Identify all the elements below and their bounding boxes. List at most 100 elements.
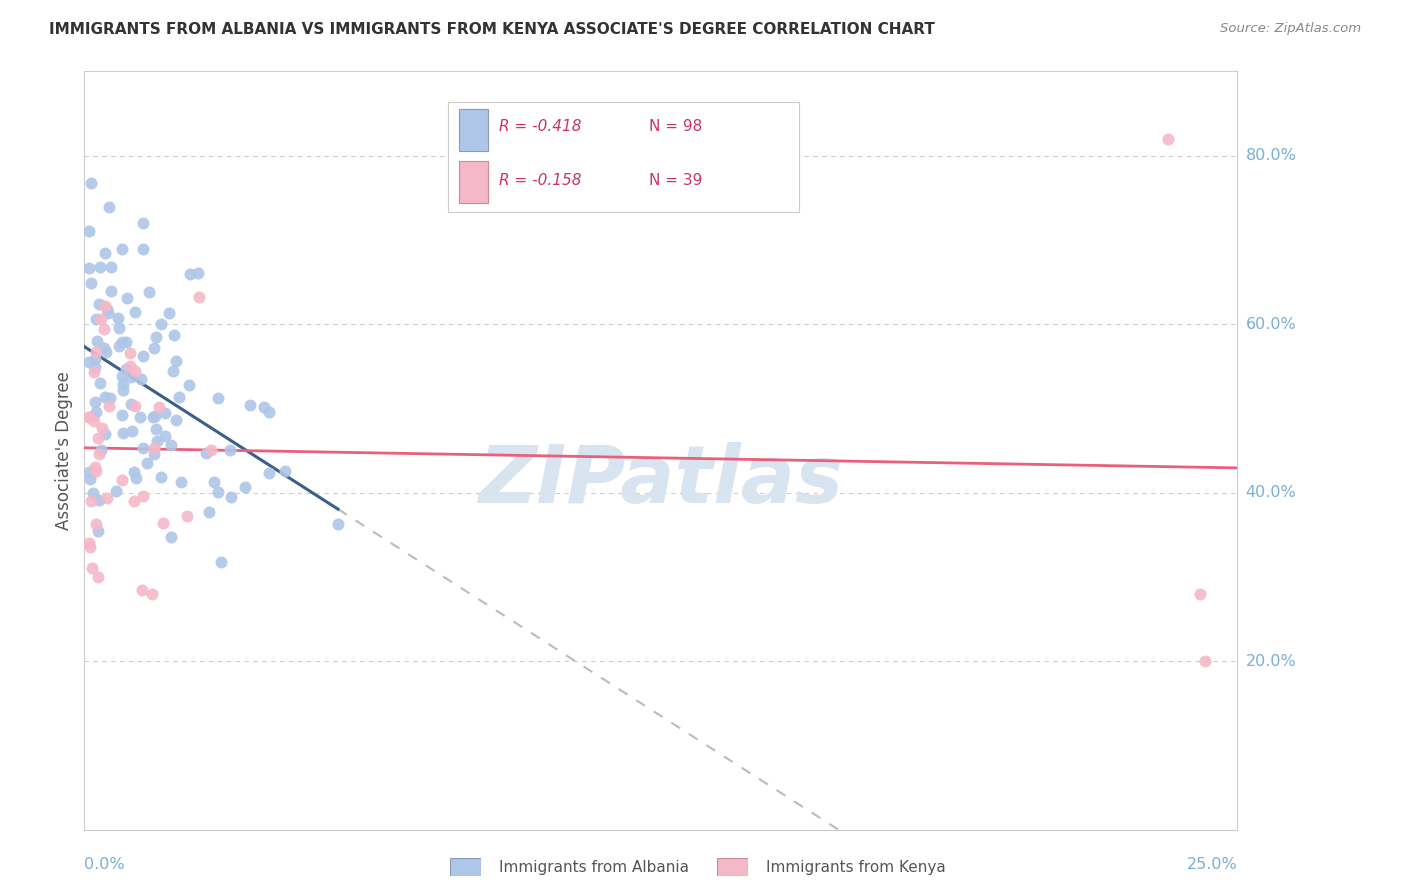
Point — [107, 311, 129, 326]
Point — [77, 465, 100, 479]
Text: 80.0%: 80.0% — [1246, 148, 1296, 163]
Point — [83, 365, 105, 379]
Point — [79, 176, 101, 190]
Point — [135, 456, 157, 470]
Point — [138, 285, 160, 299]
Point — [194, 445, 217, 459]
Point — [86, 517, 108, 532]
Point — [131, 441, 153, 455]
Point — [87, 492, 110, 507]
Point — [111, 335, 134, 350]
Point — [145, 422, 167, 436]
Text: N = 39: N = 39 — [650, 173, 703, 188]
Point — [77, 409, 100, 424]
Point — [124, 305, 146, 319]
Point — [170, 475, 193, 489]
Text: R = -0.418: R = -0.418 — [499, 120, 582, 135]
Point — [83, 459, 105, 474]
Point — [94, 246, 117, 260]
Point — [97, 200, 120, 214]
Point — [132, 243, 155, 257]
Point — [93, 322, 115, 336]
Point — [143, 441, 166, 455]
Point — [94, 299, 117, 313]
Point — [114, 335, 136, 350]
Point — [162, 327, 184, 342]
Point — [132, 216, 155, 230]
Point — [115, 291, 138, 305]
Point — [79, 540, 101, 554]
Point — [141, 587, 163, 601]
Point — [90, 421, 112, 435]
Point — [188, 290, 211, 304]
Point — [77, 355, 100, 369]
Point — [179, 267, 201, 281]
Point — [100, 260, 122, 275]
Point — [165, 353, 187, 368]
Point — [120, 397, 142, 411]
Point — [112, 426, 135, 441]
Point — [1189, 587, 1212, 601]
Point — [122, 494, 145, 508]
Text: ZIPatlas: ZIPatlas — [478, 442, 844, 520]
FancyBboxPatch shape — [460, 161, 488, 202]
Point — [207, 391, 229, 405]
Point — [83, 351, 105, 366]
Point — [87, 447, 110, 461]
Point — [142, 409, 165, 424]
Text: Source: ZipAtlas.com: Source: ZipAtlas.com — [1220, 22, 1361, 36]
Point — [87, 431, 110, 445]
Point — [118, 346, 141, 360]
Text: N = 98: N = 98 — [650, 120, 703, 135]
Point — [177, 378, 200, 392]
Point — [239, 398, 262, 412]
Point — [87, 296, 110, 310]
Point — [219, 442, 242, 457]
Point — [84, 405, 107, 419]
Point — [198, 505, 221, 519]
Point — [200, 442, 222, 457]
FancyBboxPatch shape — [447, 102, 799, 211]
Point — [90, 311, 112, 326]
Point — [233, 480, 256, 494]
Point — [110, 242, 132, 256]
Point — [253, 400, 276, 414]
Point — [84, 311, 107, 326]
Text: 20.0%: 20.0% — [1246, 654, 1296, 669]
Text: R = -0.158: R = -0.158 — [499, 173, 582, 188]
Point — [129, 409, 152, 424]
Point — [124, 364, 146, 378]
Point — [257, 405, 280, 419]
Point — [94, 426, 117, 441]
Point — [97, 400, 120, 414]
Point — [79, 277, 101, 291]
Point — [77, 261, 100, 276]
Point — [1157, 132, 1180, 146]
Point — [94, 390, 117, 404]
Point — [89, 260, 111, 274]
Point — [162, 364, 184, 378]
Point — [124, 399, 146, 413]
Y-axis label: Associate's Degree: Associate's Degree — [55, 371, 73, 530]
Point — [148, 400, 170, 414]
Point — [125, 471, 148, 485]
Point — [274, 464, 297, 478]
Point — [219, 490, 242, 504]
Point — [111, 369, 134, 384]
Point — [143, 409, 166, 424]
Text: 0.0%: 0.0% — [84, 857, 125, 872]
Point — [87, 524, 110, 538]
Point — [120, 359, 142, 374]
Point — [108, 321, 131, 335]
FancyBboxPatch shape — [460, 110, 488, 151]
Point — [176, 509, 198, 524]
Point — [207, 485, 229, 500]
Point — [1194, 654, 1216, 668]
Point — [83, 413, 105, 427]
Point — [121, 424, 143, 438]
Point — [143, 447, 166, 461]
Point — [124, 465, 146, 479]
Text: Immigrants from Kenya: Immigrants from Kenya — [766, 860, 946, 874]
Point — [209, 555, 232, 569]
Point — [145, 434, 167, 449]
